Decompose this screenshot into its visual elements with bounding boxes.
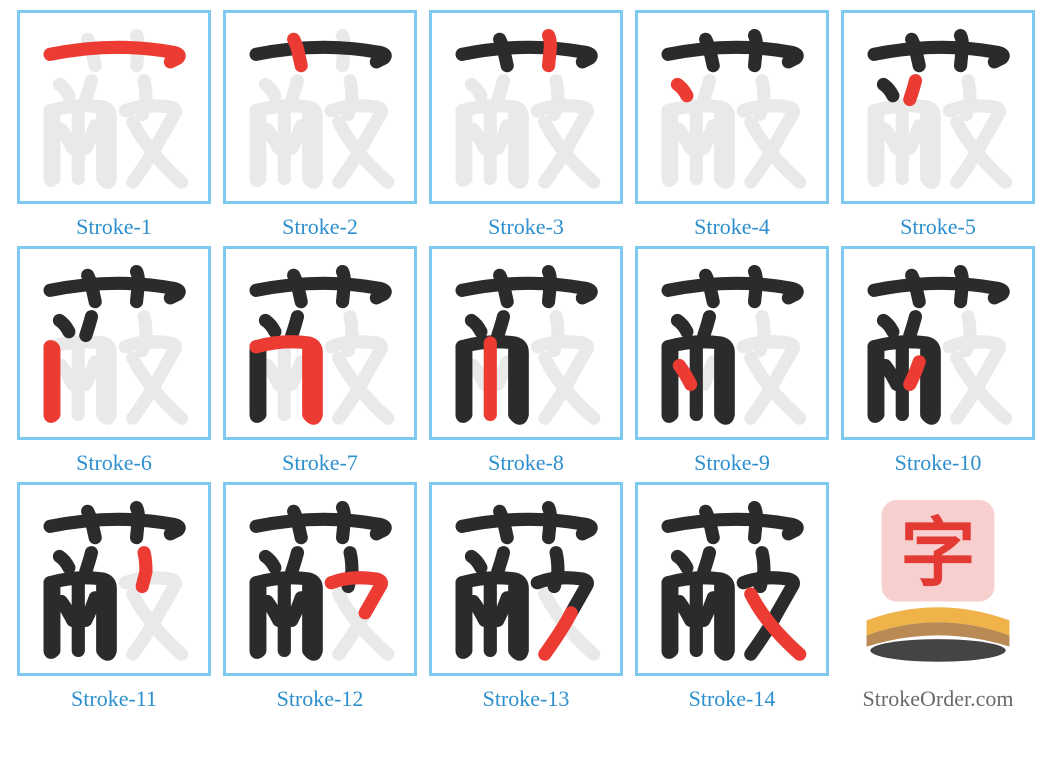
stroke-tile: [841, 10, 1035, 204]
stroke-tile: [429, 482, 623, 676]
stroke-caption: Stroke-13: [483, 686, 570, 712]
stroke-caption: Stroke-14: [689, 686, 776, 712]
stroke-caption: Stroke-5: [900, 214, 976, 240]
stroke-caption: Stroke-7: [282, 450, 358, 476]
brand-logo: 字: [841, 482, 1035, 676]
stroke-caption: Stroke-4: [694, 214, 770, 240]
stroke-cell: Stroke-3: [426, 10, 626, 240]
svg-text:字: 字: [900, 511, 975, 595]
stroke-cell: Stroke-5: [838, 10, 1038, 240]
stroke-cell: Stroke-4: [632, 10, 832, 240]
stroke-cell: Stroke-6: [14, 246, 214, 476]
stroke-caption: Stroke-9: [694, 450, 770, 476]
stroke-cell: Stroke-2: [220, 10, 420, 240]
stroke-caption: Stroke-2: [282, 214, 358, 240]
brand-cell: 字 StrokeOrder.com: [838, 482, 1038, 712]
stroke-tile: [429, 246, 623, 440]
stroke-tile: [429, 10, 623, 204]
stroke-caption: Stroke-6: [76, 450, 152, 476]
brand-label: StrokeOrder.com: [863, 686, 1014, 712]
stroke-tile: [635, 482, 829, 676]
stroke-cell: Stroke-7: [220, 246, 420, 476]
stroke-tile: [17, 482, 211, 676]
stroke-tile: [635, 246, 829, 440]
stroke-cell: Stroke-14: [632, 482, 832, 712]
page-root: Stroke-1 Stroke-2 Stroke-3 Stroke-4 Stroke-5…: [0, 0, 1050, 771]
stroke-cell: Stroke-8: [426, 246, 626, 476]
stroke-tile: [841, 246, 1035, 440]
stroke-caption: Stroke-8: [488, 450, 564, 476]
stroke-tile: [635, 10, 829, 204]
stroke-tile: [223, 482, 417, 676]
stroke-caption: Stroke-1: [76, 214, 152, 240]
stroke-caption: Stroke-11: [71, 686, 157, 712]
stroke-tile: [17, 10, 211, 204]
stroke-caption: Stroke-3: [488, 214, 564, 240]
stroke-cell: Stroke-10: [838, 246, 1038, 476]
stroke-caption: Stroke-10: [895, 450, 982, 476]
stroke-grid: Stroke-1 Stroke-2 Stroke-3 Stroke-4 Stroke-5…: [14, 10, 1036, 712]
stroke-caption: Stroke-12: [277, 686, 364, 712]
stroke-cell: Stroke-12: [220, 482, 420, 712]
stroke-tile: [223, 10, 417, 204]
stroke-cell: Stroke-11: [14, 482, 214, 712]
stroke-cell: Stroke-13: [426, 482, 626, 712]
stroke-cell: Stroke-9: [632, 246, 832, 476]
stroke-tile: [223, 246, 417, 440]
stroke-cell: Stroke-1: [14, 10, 214, 240]
stroke-tile: [17, 246, 211, 440]
